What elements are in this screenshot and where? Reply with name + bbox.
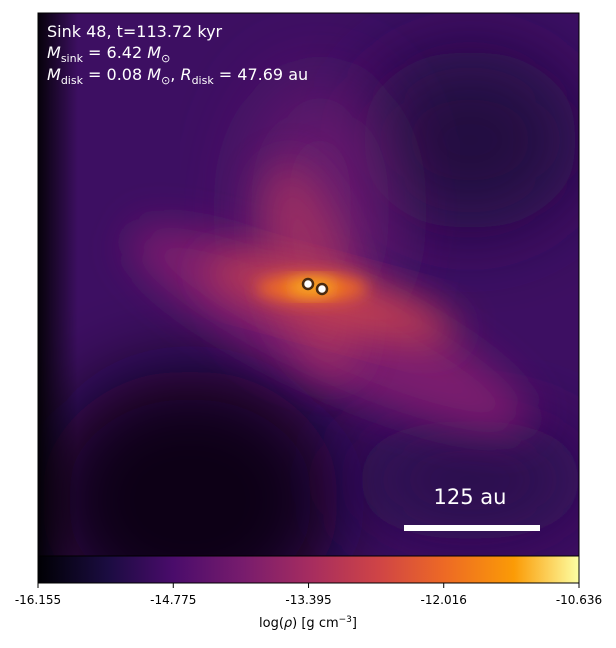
annotation: Mdisk = 0.08 M⊙, Rdisk = 47.69 au bbox=[47, 65, 308, 87]
tick-label: -14.775 bbox=[150, 593, 196, 607]
scale-bar-label: 125 au bbox=[434, 485, 507, 509]
tick-label: -10.636 bbox=[556, 593, 602, 607]
tick-label: -13.395 bbox=[285, 593, 331, 607]
tick-label: -16.155 bbox=[15, 593, 61, 607]
colorbar-label: log(ρ) [g cm−3] bbox=[259, 615, 357, 631]
sink bbox=[301, 277, 315, 291]
colorbar-ticks: -16.155 -14.775 -13.395 -12.016 -10.636 bbox=[15, 583, 602, 607]
annotation: Msink = 6.42 M⊙ bbox=[47, 43, 170, 65]
tick-label: -12.016 bbox=[421, 593, 467, 607]
sink bbox=[315, 282, 329, 296]
colorbar bbox=[37, 555, 580, 584]
density-map bbox=[38, 13, 579, 556]
annotation: Sink 48, t=113.72 kyr bbox=[47, 22, 223, 41]
